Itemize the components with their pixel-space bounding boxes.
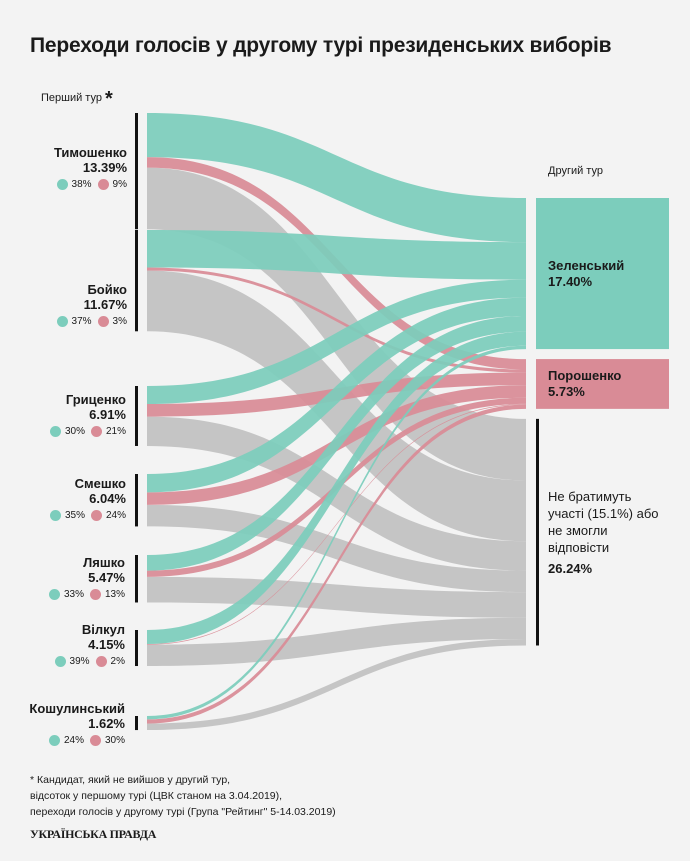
target-percent: 5.73% xyxy=(548,384,585,399)
footnote-line: переходи голосів у другому турі (Група "… xyxy=(30,806,336,818)
second-round-header: Другий тур xyxy=(548,165,603,177)
source-name: Тимошенко xyxy=(53,145,127,160)
flow-zelensky-from-2 xyxy=(147,279,526,404)
flow-abstain-from-3 xyxy=(147,504,526,593)
source-bar xyxy=(135,716,138,731)
to-zelensky-share: 24% xyxy=(63,735,84,746)
to-poroshenko-share: 2% xyxy=(110,656,125,667)
footnote-line: * Кандидат, який не вийшов у другий тур, xyxy=(30,774,231,786)
flow-zelensky-from-3 xyxy=(147,297,526,493)
flow-zelensky-from-6 xyxy=(147,345,526,720)
poroshenko-dot-icon xyxy=(95,656,107,667)
target-label-poroshenko: Порошенко 5.73% xyxy=(548,368,621,400)
chart-title: Переходи голосів у другому турі президен… xyxy=(30,34,612,57)
to-zelensky-share: 37% xyxy=(71,316,92,327)
to-zelensky-share: 33% xyxy=(63,589,84,600)
source-bar xyxy=(135,386,138,446)
source-bar xyxy=(135,230,138,332)
source-percent: 4.15% xyxy=(88,637,125,652)
to-poroshenko-share: 13% xyxy=(104,589,125,600)
poroshenko-dot-icon xyxy=(97,316,109,327)
source-name: Смешко xyxy=(74,476,126,491)
flow-zelensky-from-1 xyxy=(147,230,526,280)
zelensky-dot-icon xyxy=(54,656,66,667)
first-round-header: Перший тур * xyxy=(41,88,113,111)
flow-abstain-from-5 xyxy=(147,617,526,667)
zelensky-dot-icon xyxy=(48,735,60,746)
source-percent: 6.04% xyxy=(89,491,126,506)
source-label-smeshko: Смешко 6.04% 35% 24% xyxy=(44,476,126,521)
target-block-zelensky xyxy=(536,198,669,350)
footnote: * Кандидат, який не вийшов у другий тур,… xyxy=(30,772,336,820)
target-label-zelensky: Зеленський 17.40% xyxy=(548,258,624,290)
flow-zelensky-from-5 xyxy=(147,331,526,645)
source-bar xyxy=(135,113,138,230)
source-label-tymoshenko: Тимошенко 13.39% 38% 9% xyxy=(51,145,127,190)
flow-abstain-from-4 xyxy=(147,576,526,618)
source-bar xyxy=(135,630,138,667)
source-label-vilkul: Вілкул 4.15% 39% 2% xyxy=(49,622,125,667)
to-poroshenko-share: 9% xyxy=(112,179,127,190)
to-zelensky-share: 35% xyxy=(64,510,85,521)
target-bar-abstain xyxy=(536,418,539,646)
to-zelensky-share: 38% xyxy=(71,179,92,190)
target-block-poroshenko xyxy=(536,359,669,409)
poroshenko-dot-icon xyxy=(97,179,109,190)
poroshenko-dot-icon xyxy=(90,426,102,437)
source-percent: 13.39% xyxy=(82,160,127,175)
to-poroshenko-share: 21% xyxy=(105,426,126,437)
zelensky-dot-icon xyxy=(49,426,61,437)
zelensky-dot-icon xyxy=(56,179,68,190)
zelensky-dot-icon xyxy=(48,589,60,600)
source-name: Гриценко xyxy=(65,392,126,407)
source-label-boiko: Бойко 11.67% 37% 3% xyxy=(51,282,127,327)
zelensky-dot-icon xyxy=(56,316,68,327)
source-name: Ляшко xyxy=(83,555,125,570)
poroshenko-dot-icon xyxy=(90,510,102,521)
to-zelensky-share: 39% xyxy=(69,656,90,667)
flow-poroshenko-from-6 xyxy=(147,404,526,724)
to-poroshenko-share: 24% xyxy=(105,510,126,521)
target-percent: 17.40% xyxy=(548,274,593,289)
poroshenko-dot-icon xyxy=(89,589,101,600)
source-label-hrytsenko: Гриценко 6.91% 30% 21% xyxy=(44,392,126,437)
poroshenko-dot-icon xyxy=(89,735,101,746)
flow-poroshenko-from-1 xyxy=(147,267,526,373)
target-label-abstain: Не братимуть участі (15.1%) або не змогл… xyxy=(548,488,668,577)
zelensky-dot-icon xyxy=(49,510,61,521)
source-bar xyxy=(135,555,138,603)
asterisk-mark: * xyxy=(105,88,113,110)
source-percent: 6.91% xyxy=(89,407,126,422)
source-percent: 1.62% xyxy=(88,716,125,731)
to-poroshenko-share: 3% xyxy=(112,316,127,327)
source-label-liashko: Ляшко 5.47% 33% 13% xyxy=(43,555,125,600)
footnote-line: відсоток у першому турі (ЦВК станом на 3… xyxy=(30,790,283,802)
source-percent: 5.47% xyxy=(88,570,125,585)
source-label-koshulynskyi: Кошулинський 1.62% 24% 30% xyxy=(29,701,125,746)
target-percent: 26.24% xyxy=(548,561,593,576)
target-name: Не братимуть участі (15.1%) або не змогл… xyxy=(548,489,659,555)
target-name: Порошенко xyxy=(548,368,622,383)
to-poroshenko-share: 30% xyxy=(104,735,125,746)
first-round-label: Перший тур xyxy=(41,92,102,104)
target-name: Зеленський xyxy=(548,258,625,273)
flow-poroshenko-from-5 xyxy=(147,403,526,645)
flow-abstain-from-1 xyxy=(147,270,526,542)
flow-abstain-from-6 xyxy=(147,639,526,731)
publisher-logo: УКРАЇНСЬКА ПРАВДА xyxy=(30,827,157,841)
flow-zelensky-from-4 xyxy=(147,315,526,571)
source-percent: 11.67% xyxy=(83,297,127,312)
to-zelensky-share: 30% xyxy=(64,426,85,437)
flow-zelensky-from-0 xyxy=(147,113,526,243)
source-name: Кошулинський xyxy=(29,701,125,716)
source-name: Бойко xyxy=(87,282,127,297)
source-bar xyxy=(135,474,138,527)
source-name: Вілкул xyxy=(81,622,125,637)
